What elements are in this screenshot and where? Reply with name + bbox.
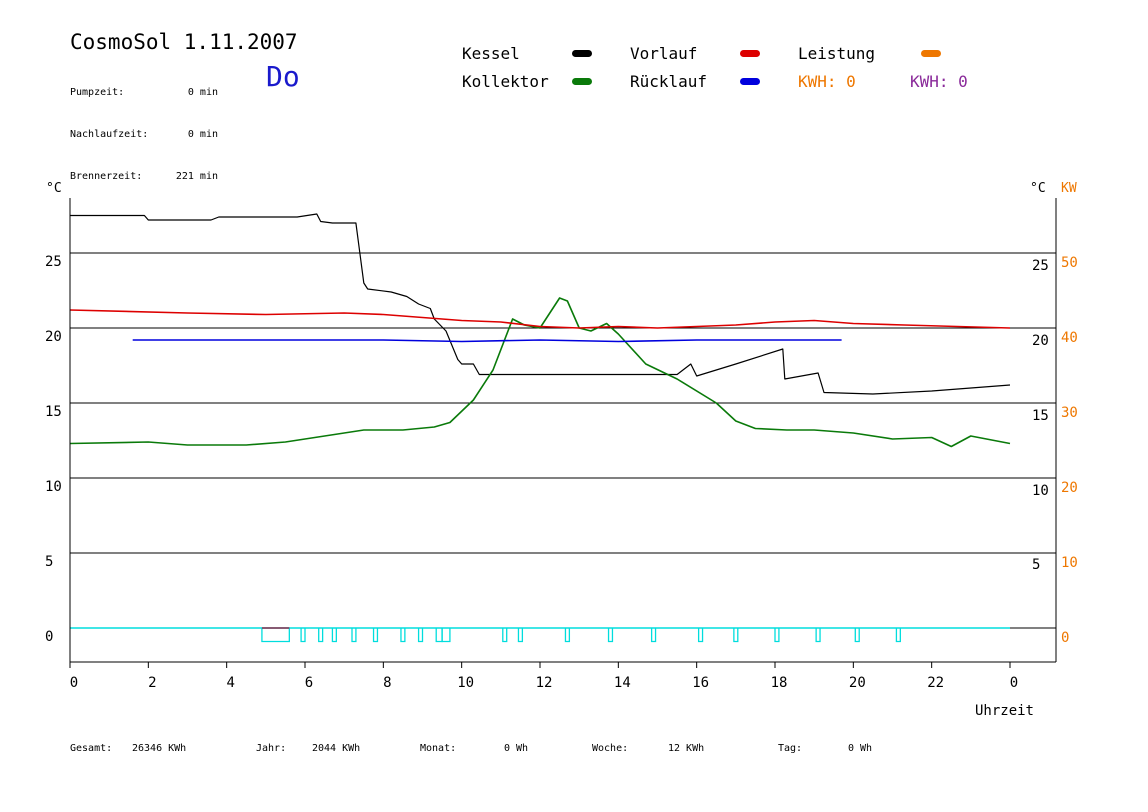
x-tick-label: 14 bbox=[614, 675, 631, 691]
right-tick-label-c: 20 bbox=[1032, 333, 1049, 349]
right-axis-unit-c: °C bbox=[1030, 181, 1046, 196]
pump-pulse bbox=[650, 628, 657, 643]
brennerzeit-value: 221 min bbox=[175, 171, 218, 182]
right-tick-label-c: 5 bbox=[1032, 557, 1040, 573]
nachlaufzeit-label: Nachlaufzeit: bbox=[70, 129, 149, 140]
left-tick-label: 25 bbox=[45, 254, 62, 270]
right-tick-label-kw: 50 bbox=[1061, 255, 1078, 271]
right-tick-label-c: 25 bbox=[1032, 258, 1049, 274]
pump-pulse bbox=[331, 628, 337, 643]
x-tick-label: 12 bbox=[536, 675, 553, 691]
pumpzeit-value: 0 min bbox=[187, 87, 218, 98]
right-tick-label-kw: 40 bbox=[1061, 330, 1078, 346]
right-tick-label-kw: 20 bbox=[1061, 480, 1078, 496]
left-tick-label: 15 bbox=[45, 404, 62, 420]
right-tick-label-kw: 0 bbox=[1061, 630, 1069, 646]
footer-gesamt-value: 26346 KWh bbox=[132, 743, 187, 754]
right-axis-unit-kw: KW bbox=[1061, 181, 1077, 196]
left-tick-label: 10 bbox=[45, 479, 62, 495]
footer-jahr-label: Jahr: bbox=[256, 743, 287, 754]
pump-pulse bbox=[697, 628, 704, 643]
footer-tag-label: Tag: bbox=[778, 743, 803, 754]
legend-vorlauf-swatch bbox=[740, 50, 760, 57]
left-axis-unit: °C bbox=[46, 181, 62, 196]
footer-jahr-value: 2044 KWh bbox=[312, 743, 361, 754]
x-tick-label: 6 bbox=[305, 675, 313, 691]
pump-pulse bbox=[815, 628, 821, 643]
right-tick-label-kw: 10 bbox=[1061, 555, 1078, 571]
footer-monat-value: 0 Wh bbox=[504, 743, 529, 754]
pump-pulse bbox=[854, 628, 860, 643]
x-tick-label: 0 bbox=[70, 675, 78, 691]
legend-kessel-swatch bbox=[572, 50, 592, 57]
pump-pulse bbox=[300, 628, 306, 643]
legend-leistung: Leistung bbox=[798, 44, 876, 63]
right-tick-label-c: 15 bbox=[1032, 408, 1049, 424]
x-tick-label: 16 bbox=[692, 675, 709, 691]
footer-woche-value: 12 KWh bbox=[668, 743, 705, 754]
x-tick-label: 20 bbox=[849, 675, 866, 691]
pump-pulse bbox=[318, 628, 324, 643]
pump-pulse bbox=[564, 628, 571, 643]
pump-pulse bbox=[441, 628, 451, 643]
legend-kollektor-swatch bbox=[572, 78, 592, 85]
right-tick-label-c: 10 bbox=[1032, 483, 1049, 499]
legend-vorlauf: Vorlauf bbox=[630, 44, 698, 63]
pump-pulse bbox=[435, 628, 443, 643]
pump-pulse bbox=[502, 628, 508, 643]
pump-pulse bbox=[774, 628, 780, 643]
pump-pulse bbox=[261, 628, 290, 643]
legend-kollektor: Kollektor bbox=[462, 72, 549, 91]
series-line-kollektor bbox=[69, 297, 1011, 448]
app-title: CosmoSol 1.11.2007 bbox=[70, 30, 298, 54]
legend-leistung-swatch bbox=[921, 50, 941, 57]
x-tick-label: 2 bbox=[148, 675, 156, 691]
legend-kessel: Kessel bbox=[462, 44, 520, 63]
kwh-purple: KWH: 0 bbox=[910, 72, 968, 91]
series-line-kessel bbox=[70, 213, 1011, 395]
x-tick-label: 4 bbox=[226, 675, 234, 691]
nachlaufzeit-value: 0 min bbox=[187, 129, 218, 140]
footer-tag-value: 0 Wh bbox=[848, 743, 873, 754]
x-axis-label: Uhrzeit bbox=[975, 703, 1034, 719]
pump-pulse bbox=[351, 628, 357, 643]
left-tick-label: 5 bbox=[45, 554, 53, 570]
pump-pulse bbox=[400, 628, 406, 643]
pumpzeit-label: Pumpzeit: bbox=[70, 87, 125, 98]
weekday: Do bbox=[266, 60, 300, 93]
left-tick-label: 20 bbox=[45, 329, 62, 345]
pump-pulse bbox=[733, 628, 739, 643]
x-tick-label: 10 bbox=[457, 675, 474, 691]
right-tick-label-kw: 30 bbox=[1061, 405, 1078, 421]
x-tick-label: 18 bbox=[771, 675, 788, 691]
stat-labels: Pumpzeit: Nachlaufzeit: Brennerzeit: bbox=[70, 58, 148, 198]
pump-pulse bbox=[895, 628, 901, 643]
kwh-orange: KWH: 0 bbox=[798, 72, 856, 91]
pump-pulse bbox=[372, 628, 379, 643]
pump-pulse bbox=[417, 628, 424, 643]
footer-woche-label: Woche: bbox=[592, 743, 629, 754]
footer-monat-label: Monat: bbox=[420, 743, 457, 754]
x-tick-label: 0 bbox=[1010, 675, 1018, 691]
x-tick-label: 8 bbox=[383, 675, 391, 691]
footer-gesamt-label: Gesamt: bbox=[70, 743, 113, 754]
legend-ruecklauf: Rücklauf bbox=[630, 72, 708, 91]
left-tick-label: 0 bbox=[45, 629, 53, 645]
stat-values: 0 min 0 min 221 min bbox=[160, 58, 218, 198]
pump-pulse bbox=[607, 628, 614, 643]
brennerzeit-label: Brennerzeit: bbox=[70, 171, 143, 182]
x-tick-label: 22 bbox=[927, 675, 944, 691]
legend-ruecklauf-swatch bbox=[740, 78, 760, 85]
series-line-vorlauf bbox=[69, 309, 1011, 329]
series-line-rcklauf bbox=[132, 339, 842, 343]
pump-pulse bbox=[517, 628, 524, 643]
